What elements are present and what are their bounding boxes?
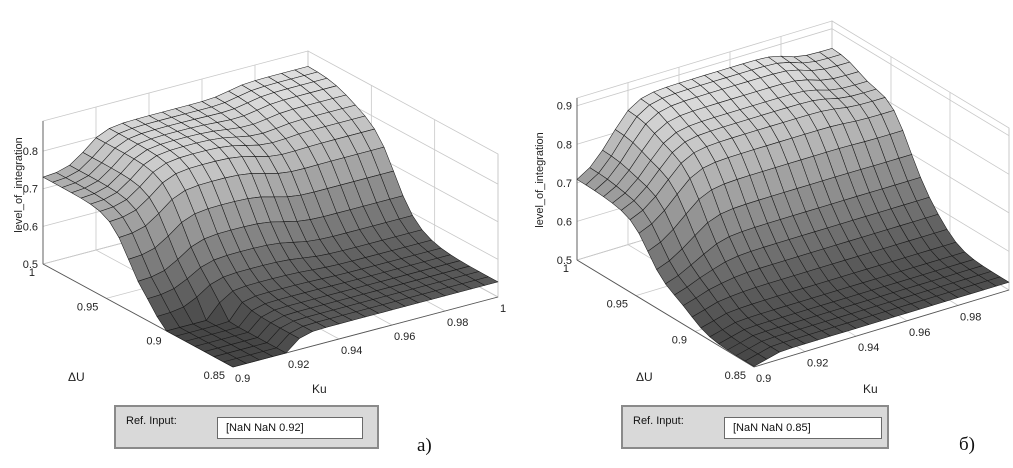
y-tick-label: 0.95 xyxy=(77,301,98,313)
z-tick-label: 0.9 xyxy=(557,101,572,113)
x-tick-label: 0.92 xyxy=(288,359,309,371)
x-tick-label: 0.98 xyxy=(447,317,468,329)
x-tick-label: 1 xyxy=(500,303,506,315)
y-tick-label: 1 xyxy=(29,267,35,279)
x-axis-label: Ku xyxy=(312,382,327,396)
surface-patch xyxy=(744,353,768,367)
z-tick-label: 0.6 xyxy=(557,216,572,228)
tick-labels: 0.90.920.940.960.9810.850.90.9510.50.60.… xyxy=(23,146,506,385)
x-tick-label: 0.96 xyxy=(909,327,930,339)
y-tick-label: 0.85 xyxy=(725,370,746,382)
x-tick-label: 0.94 xyxy=(341,345,362,357)
ref-input-panel-b: Ref. Input: [NaN NaN 0.85] xyxy=(621,405,889,449)
x-tick-label: 0.92 xyxy=(807,358,828,370)
surface-patch xyxy=(223,358,247,368)
ref-input-label: Ref. Input: xyxy=(126,415,177,427)
panel-caption: a) xyxy=(417,435,432,456)
z-tick-label: 0.8 xyxy=(23,146,38,158)
ref-input-label: Ref. Input: xyxy=(633,415,684,427)
y-tick-label: 0.9 xyxy=(146,336,161,348)
z-axis-label: level_of_integration xyxy=(534,132,546,227)
surface-mesh xyxy=(42,66,499,368)
y-tick-label: 1 xyxy=(563,263,569,275)
y-tick-label: 0.9 xyxy=(672,334,687,346)
x-axis-line xyxy=(753,289,1010,368)
z-tick-label: 0.7 xyxy=(557,178,572,190)
surface-plot-panel-a: 0.9 0.92 0.94 0.96 0.98 1 0.85 0.9 0.95 1 0.5 0.6 0.… xyxy=(0,0,506,468)
surface-mesh xyxy=(576,48,1010,367)
x-tick-label: 0.94 xyxy=(858,342,879,354)
surface-plot-a: 0.90.920.940.960.9810.850.90.9510.50.60.… xyxy=(13,50,506,396)
x-tick-label: 0.98 xyxy=(960,311,981,323)
surface-plot-panel-b: 0.9 0.92 0.94 0.96 0.98 0.85 0.9 0.95 1 0.5 0.6 0.7… xyxy=(506,0,1013,468)
tick-labels: 0.9 0.92 0.94 0.96 0.98 0.85 0.9 0.95 10.5 0.6 0.7… xyxy=(557,101,982,385)
y-tick-label: 0.95 xyxy=(607,299,628,311)
x-tick-label: 0.96 xyxy=(394,331,415,343)
z-tick-label: 0.6 xyxy=(23,221,38,233)
y-axis-label: ΔU xyxy=(68,370,85,384)
y-tick-label: 0.85 xyxy=(204,370,225,382)
y-axis-line xyxy=(576,259,755,368)
y-axis-label: ΔU xyxy=(636,370,653,384)
z-tick-label: 0.5 xyxy=(557,255,572,267)
x-tick-label: 0.9 xyxy=(235,373,250,385)
ref-input-field[interactable]: [NaN NaN 0.92] xyxy=(217,417,363,439)
surface-plot-b: 0.9 0.92 0.94 0.96 0.98 0.85 0.9 0.95 10.5 0.6 0.7… xyxy=(534,20,1010,396)
z-tick-label: 0.5 xyxy=(23,259,38,271)
z-tick-label: 0.8 xyxy=(557,139,572,151)
z-tick-label: 0.7 xyxy=(23,184,38,196)
x-axis-label: Ku xyxy=(863,382,878,396)
z-axis-label: level_of_integration xyxy=(13,137,25,232)
panel-caption: б) xyxy=(959,434,975,455)
x-tick-label: 0.9 xyxy=(756,373,771,385)
ref-input-panel-a: Ref. Input: [NaN NaN 0.92] xyxy=(114,405,379,449)
ref-input-field[interactable]: [NaN NaN 0.85] xyxy=(724,417,882,439)
